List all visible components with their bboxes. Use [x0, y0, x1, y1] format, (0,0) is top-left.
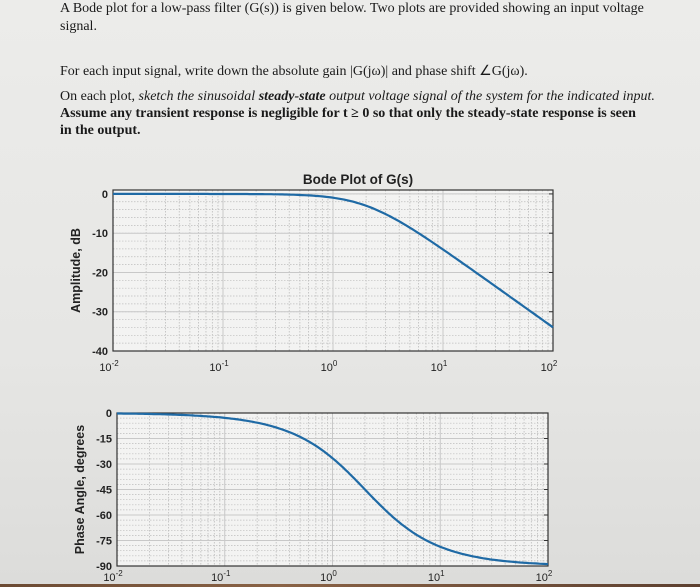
x-tick-label: 102: [536, 569, 553, 584]
x-tick-label: 10-2: [99, 359, 119, 374]
x-tick-label: 100: [321, 359, 338, 374]
x-tick-label: 100: [320, 569, 337, 584]
photo-edge: [0, 584, 700, 587]
axes-box: [116, 412, 549, 567]
x-tick-label: 10-1: [209, 359, 229, 374]
y-tick-label: -75: [96, 536, 112, 548]
y-axis-label: Phase Angle, degrees: [73, 425, 87, 554]
chart-title: Bode Plot of G(s): [303, 172, 413, 187]
response-curve: [117, 412, 549, 566]
y-tick-label: -20: [92, 267, 108, 279]
y-tick-label: 0: [102, 189, 108, 201]
y-tick-label: -30: [92, 307, 108, 319]
task-3-line-2: in the output.: [60, 123, 141, 138]
y-tick-label: -60: [96, 510, 112, 522]
y-tick-label: -30: [96, 459, 112, 471]
y-tick-label: -45: [96, 485, 112, 497]
x-tick-label: 10-1: [211, 569, 231, 584]
task-2-bold: steady-state: [258, 89, 326, 104]
x-tick-label: 101: [431, 359, 448, 374]
y-tick-label: -40: [92, 346, 108, 358]
x-tick-label: 10-2: [103, 569, 123, 584]
task-1: For each input signal, write down the ab…: [60, 64, 528, 79]
y-tick-label: -90: [96, 561, 112, 573]
x-tick-label: 101: [428, 569, 445, 584]
task-2-italic-1: sketch the sinusoidal: [138, 89, 259, 104]
axes-box: [112, 189, 554, 352]
y-axis-label: Amplitude, dB: [69, 228, 83, 313]
y-tick-label: 0: [106, 408, 112, 420]
y-tick-label: -15: [96, 434, 112, 446]
task-2: On each plot, sketch the sinusoidal stea…: [60, 88, 655, 105]
intro-line-1: A Bode plot for a low-pass filter (G(s))…: [60, 1, 644, 16]
task-2-prefix: On each plot,: [60, 89, 139, 104]
response-curve: [113, 192, 554, 329]
intro-line-2: signal.: [60, 19, 97, 34]
y-tick-label: -10: [92, 228, 108, 240]
task-3-line-1: Assume any transient response is negligi…: [60, 106, 636, 121]
task-2-italic-2: output voltage signal of the system for …: [325, 89, 655, 104]
x-tick-label: 102: [541, 359, 558, 374]
